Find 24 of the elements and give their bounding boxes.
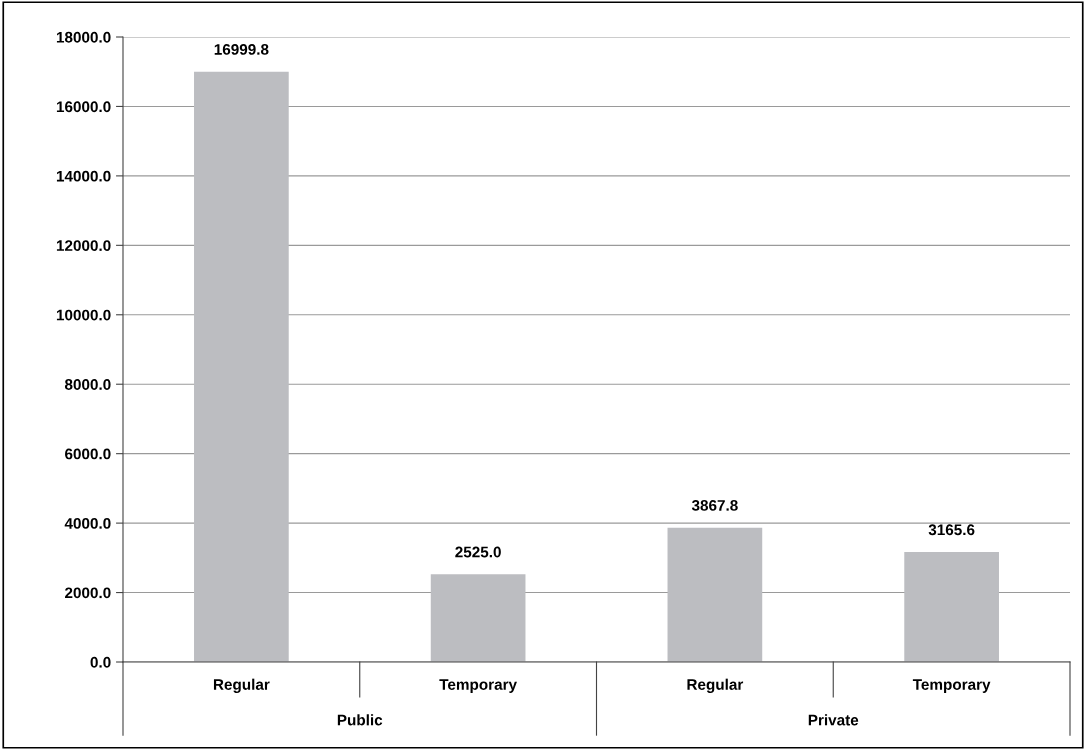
y-tick-label: 16000.0 (56, 101, 111, 113)
y-tick-label: 18000.0 (56, 31, 111, 43)
y-tick-label: 14000.0 (56, 170, 111, 182)
data-label: 3867.8 (691, 499, 738, 511)
y-tick-label: 2000.0 (65, 587, 111, 599)
bar (904, 552, 999, 662)
y-tick-label: 0.0 (90, 656, 111, 668)
x-tick-label: Temporary (912, 679, 991, 693)
x-tick-label: Temporary (439, 679, 517, 693)
data-label: 16999.8 (214, 44, 269, 55)
bar (430, 574, 526, 662)
x-tick-label: Regular (687, 678, 744, 693)
y-tick-label: 4000.0 (64, 517, 111, 529)
data-label: 2525.0 (455, 546, 501, 558)
y-tick-label: 6000.0 (65, 448, 111, 460)
text: Public (337, 714, 383, 726)
y-tick-label: 8000.0 (64, 379, 111, 390)
y-tick-label: 10000.0 (56, 309, 111, 321)
y-tick-label: 12000.0 (56, 240, 111, 252)
x-tick-label: Regular (213, 678, 270, 693)
bar (194, 71, 289, 662)
bar (667, 527, 763, 662)
text: Private (808, 714, 859, 726)
data-label: 3165.6 (928, 524, 975, 536)
